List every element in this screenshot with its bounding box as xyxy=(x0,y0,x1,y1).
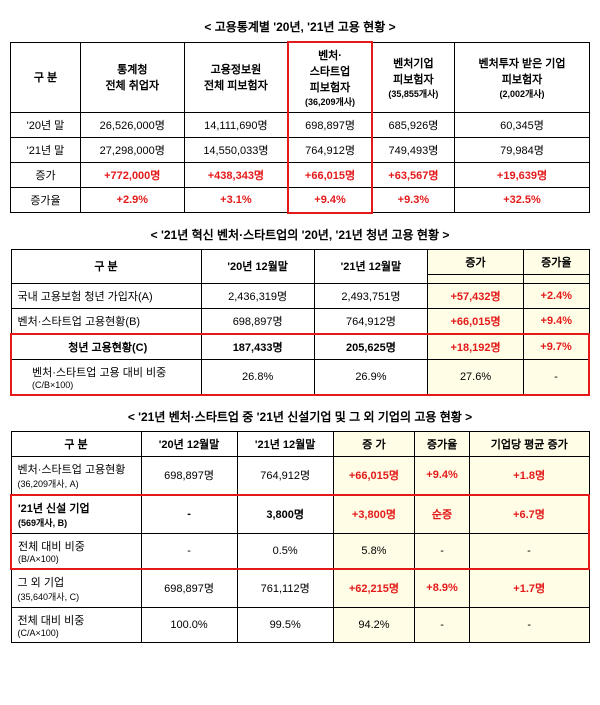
t3-cell: +6.7명 xyxy=(469,495,589,534)
t3-cell: 순증 xyxy=(415,495,470,534)
t1-cell: 26,526,000명 xyxy=(81,113,185,138)
t1-row-label: 증가 xyxy=(11,163,81,188)
t3-row-label: 벤처·스타트업 고용현황(36,209개사, A) xyxy=(11,456,141,495)
t1-row-label: 증가율 xyxy=(11,188,81,213)
t3-cell: 94.2% xyxy=(333,607,414,642)
t2-cell: 2,436,319명 xyxy=(201,283,314,308)
t2-h-c3: 증가 xyxy=(428,249,524,274)
t1-cell: 27,298,000명 xyxy=(81,138,185,163)
t3-row-label: 전체 대비 비중(B/A×100) xyxy=(11,533,141,569)
t1-cell: +63,567명 xyxy=(372,163,455,188)
t3-cell: 3,800명 xyxy=(237,495,333,534)
t2-cell: +66,015명 xyxy=(428,308,524,334)
t3-cell: - xyxy=(469,607,589,642)
t1-h-c4: 벤처기업 피보험자 (35,855개사) xyxy=(372,42,455,113)
t2-cell: 27.6% xyxy=(428,359,524,395)
t3-row-label: '21년 신설 기업(569개사, B) xyxy=(11,495,141,534)
t3-cell: 100.0% xyxy=(141,607,237,642)
t1-cell: 79,984명 xyxy=(455,138,590,163)
t3-cell: - xyxy=(469,533,589,569)
t2-row-label: 벤처·스타트업 고용현황(B) xyxy=(11,308,201,334)
t1-cell: 60,345명 xyxy=(455,113,590,138)
t1-h-c1: 통계청 전체 취업자 xyxy=(81,42,185,113)
t2-cell: 26.8% xyxy=(201,359,314,395)
t1-h-gubun: 구 분 xyxy=(11,42,81,113)
t3-cell: 698,897명 xyxy=(141,569,237,608)
t3-cell: 5.8% xyxy=(333,533,414,569)
t3-h-c4: 증가율 xyxy=(415,431,470,456)
t2-h-gubun: 구 분 xyxy=(11,249,201,283)
t3-cell: 761,112명 xyxy=(237,569,333,608)
t2-cell: 187,433명 xyxy=(201,334,314,360)
t2-h-c3b xyxy=(428,274,524,283)
t2-h-c4: 증가율 xyxy=(524,249,589,274)
t1-cell: 749,493명 xyxy=(372,138,455,163)
t2-cell: 205,625명 xyxy=(314,334,427,360)
t3-cell: +3,800명 xyxy=(333,495,414,534)
t1-row-label: '21년 말 xyxy=(11,138,81,163)
t3-cell: - xyxy=(415,607,470,642)
t2-h-c2: '21년 12월말 xyxy=(314,249,427,283)
t1-cell: +9.4% xyxy=(288,188,371,213)
t2-cell: +9.7% xyxy=(524,334,589,360)
t3-cell: +1.8명 xyxy=(469,456,589,495)
table2: 구 분 '20년 12월말 '21년 12월말 증가 증가율 국내 고용보험 청… xyxy=(10,249,590,396)
t3-h-c5: 기업당 평균 증가 xyxy=(469,431,589,456)
t1-cell: 14,550,033명 xyxy=(184,138,288,163)
t1-cell: +9.3% xyxy=(372,188,455,213)
t1-cell: +3.1% xyxy=(184,188,288,213)
t2-cell: +9.4% xyxy=(524,308,589,334)
t1-cell: 764,912명 xyxy=(288,138,371,163)
t2-cell: 764,912명 xyxy=(314,308,427,334)
t2-h-c1: '20년 12월말 xyxy=(201,249,314,283)
t2-row-label: 국내 고용보험 청년 가입자(A) xyxy=(11,283,201,308)
table1-title: < 고용통계별 '20년, '21년 고용 현황 > xyxy=(10,18,590,35)
t3-cell: +1.7명 xyxy=(469,569,589,608)
table1: 구 분 통계청 전체 취업자 고용정보원 전체 피보험자 벤처· 스타트업 피보… xyxy=(10,41,590,214)
t1-h-c2: 고용정보원 전체 피보험자 xyxy=(184,42,288,113)
t1-cell: +772,000명 xyxy=(81,163,185,188)
t1-h-c3: 벤처· 스타트업 피보험자 (36,209개사) xyxy=(288,42,371,113)
t3-cell: +8.9% xyxy=(415,569,470,608)
t3-h-gubun: 구 분 xyxy=(11,431,141,456)
t3-cell: +9.4% xyxy=(415,456,470,495)
t2-row-label: 벤처·스타트업 고용 대비 비중(C/B×100) xyxy=(11,359,201,395)
t1-cell: +438,343명 xyxy=(184,163,288,188)
t3-cell: 99.5% xyxy=(237,607,333,642)
t1-cell: +32.5% xyxy=(455,188,590,213)
t2-row-label: 청년 고용현황(C) xyxy=(11,334,201,360)
t3-cell: - xyxy=(141,533,237,569)
t1-cell: 698,897명 xyxy=(288,113,371,138)
table3: 구 분 '20년 12월말 '21년 12월말 증 가 증가율 기업당 평균 증… xyxy=(10,431,590,643)
t1-cell: +19,639명 xyxy=(455,163,590,188)
table2-title: < '21년 혁신 벤처·스타트업의 '20년, '21년 청년 고용 현황 > xyxy=(10,226,590,243)
t3-h-c3: 증 가 xyxy=(333,431,414,456)
t3-cell: - xyxy=(141,495,237,534)
t3-cell: 764,912명 xyxy=(237,456,333,495)
t1-cell: +2.9% xyxy=(81,188,185,213)
t2-cell: 26.9% xyxy=(314,359,427,395)
t3-cell: 0.5% xyxy=(237,533,333,569)
t3-row-label: 전체 대비 비중(C/A×100) xyxy=(11,607,141,642)
t2-cell: +57,432명 xyxy=(428,283,524,308)
t3-cell: +66,015명 xyxy=(333,456,414,495)
t3-h-c2: '21년 12월말 xyxy=(237,431,333,456)
t2-h-c4b xyxy=(524,274,589,283)
t2-cell: +18,192명 xyxy=(428,334,524,360)
t2-cell: 2,493,751명 xyxy=(314,283,427,308)
t1-h-c5: 벤처투자 받은 기업 피보험자 (2,002개사) xyxy=(455,42,590,113)
t2-cell: +2.4% xyxy=(524,283,589,308)
t3-row-label: 그 외 기업(35,640개사, C) xyxy=(11,569,141,608)
t1-cell: +66,015명 xyxy=(288,163,371,188)
t2-cell: 698,897명 xyxy=(201,308,314,334)
t3-h-c1: '20년 12월말 xyxy=(141,431,237,456)
t1-row-label: '20년 말 xyxy=(11,113,81,138)
t3-cell: 698,897명 xyxy=(141,456,237,495)
t1-cell: 14,111,690명 xyxy=(184,113,288,138)
t3-cell: +62,215명 xyxy=(333,569,414,608)
t1-cell: 685,926명 xyxy=(372,113,455,138)
t3-cell: - xyxy=(415,533,470,569)
t2-cell: - xyxy=(524,359,589,395)
table3-title: < '21년 벤처·스타트업 중 '21년 신설기업 및 그 외 기업의 고용 … xyxy=(10,408,590,425)
